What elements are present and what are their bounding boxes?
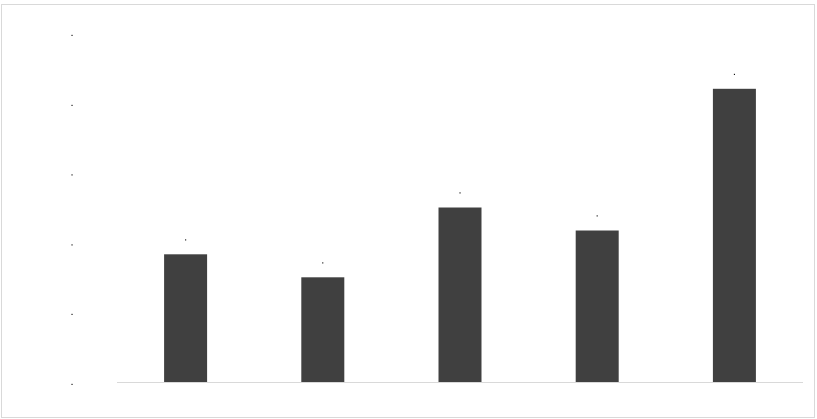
bar-data-label: . [733, 66, 736, 78]
bar-data-label: . [596, 208, 599, 220]
y-tick-label: . [70, 306, 73, 318]
bar-data-labels: ..... [184, 66, 736, 266]
bar [164, 254, 208, 382]
bar [438, 207, 482, 382]
y-tick-label: . [70, 167, 73, 179]
y-tick-label: . [70, 97, 73, 109]
y-axis-ticks: ...... [70, 27, 73, 388]
y-tick-label: . [70, 27, 73, 39]
bar-series [164, 88, 756, 383]
y-tick-label: . [70, 376, 73, 388]
bar [301, 277, 345, 382]
chart-border [1, 4, 815, 418]
bar [575, 230, 619, 382]
bar-data-label: . [184, 231, 187, 243]
bar-data-label: . [458, 185, 461, 197]
y-tick-label: . [70, 236, 73, 248]
bar [712, 88, 756, 383]
bar-data-label: . [321, 254, 324, 266]
